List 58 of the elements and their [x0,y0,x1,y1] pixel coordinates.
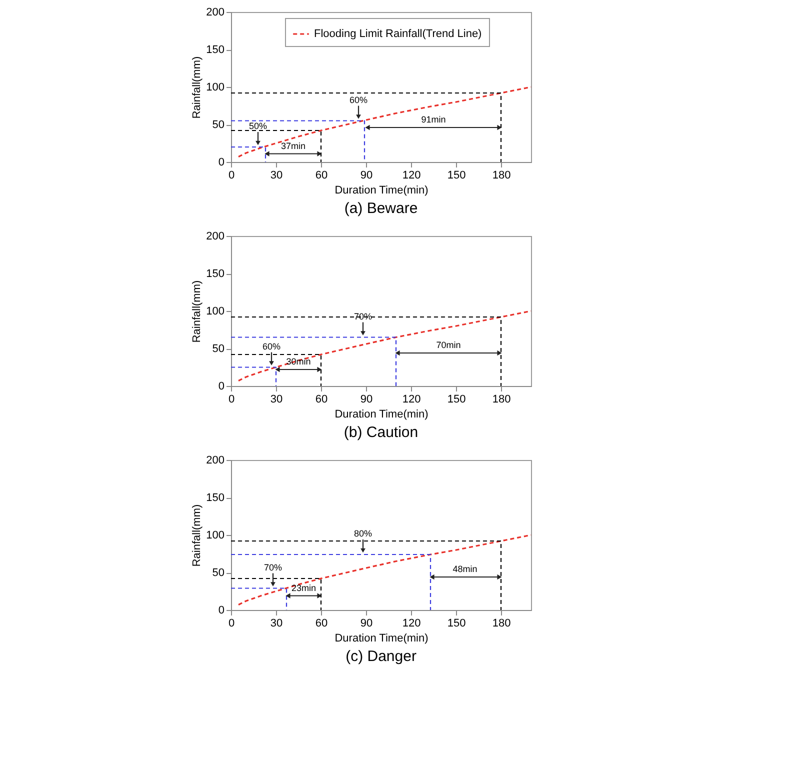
x-tick-label: 180 [492,170,511,182]
annotation: 70% [264,562,282,572]
y-tick-label: 200 [206,6,224,18]
x-axis-title: Duration Time(min) [334,632,428,644]
x-tick-label: 30 [270,618,283,630]
x-tick-label: 120 [402,170,421,182]
x-tick-label: 150 [447,170,466,182]
y-tick-label: 150 [206,44,224,56]
x-tick-label: 90 [360,618,373,630]
annotation: 37min [280,140,306,151]
y-axis-title: Rainfall(mm) [191,504,204,567]
y-tick-label: 150 [206,492,224,504]
y-tick-label: 0 [218,380,224,392]
annotation: 50% [248,121,268,131]
x-tick-label: 0 [228,394,235,406]
annotation: 48min [452,564,478,574]
text: (a) Beware [344,200,418,217]
x-tick-label: 60 [315,618,328,630]
y-tick-label: 0 [218,156,224,168]
line-series [238,310,532,382]
annotation: 70min [436,340,461,350]
x-tick-label: 120 [402,394,421,406]
annotation: 23min [291,582,316,593]
y-tick-label: 50 [212,343,224,355]
y-tick-label: 100 [206,82,224,94]
line-series [238,86,532,158]
y-tick-label: 100 [206,530,224,542]
y-tick-label: 200 [206,454,224,466]
y-tick-label: 150 [206,268,224,280]
y-tick-label: 50 [212,567,224,579]
annotation: 80% [354,528,372,538]
text: (b) Caution [344,424,418,441]
x-tick-label: 120 [402,618,421,630]
x-tick-label: 30 [270,170,283,182]
y-tick-label: 50 [212,119,224,131]
x-tick-label: 30 [270,394,283,406]
x-tick-label: 150 [447,394,466,406]
x-axis-title: Duration Time(min) [334,408,428,420]
annotation: 60% [262,341,281,352]
x-tick-label: 60 [315,394,328,406]
y-axis-title: Rainfall(mm) [191,56,204,119]
x-axis-title: Duration Time(min) [334,184,428,196]
x-tick-label: 180 [492,394,511,406]
legend-label: Flooding Limit Rainfall(Trend Line) [314,28,482,40]
annotation: 91min [421,114,446,124]
y-axis-title: Rainfall(mm) [191,280,204,343]
x-tick-label: 180 [492,618,511,630]
x-tick-label: 90 [360,170,373,182]
y-tick-label: 0 [218,604,224,616]
x-tick-label: 90 [360,394,373,406]
text: (c) Danger [346,648,416,665]
y-tick-label: 200 [206,230,224,242]
x-tick-label: 0 [228,618,235,630]
annotation: 60% [349,94,368,105]
x-tick-label: 150 [447,618,466,630]
x-tick-label: 60 [315,170,328,182]
y-tick-label: 100 [206,306,224,318]
x-tick-label: 0 [228,170,235,182]
